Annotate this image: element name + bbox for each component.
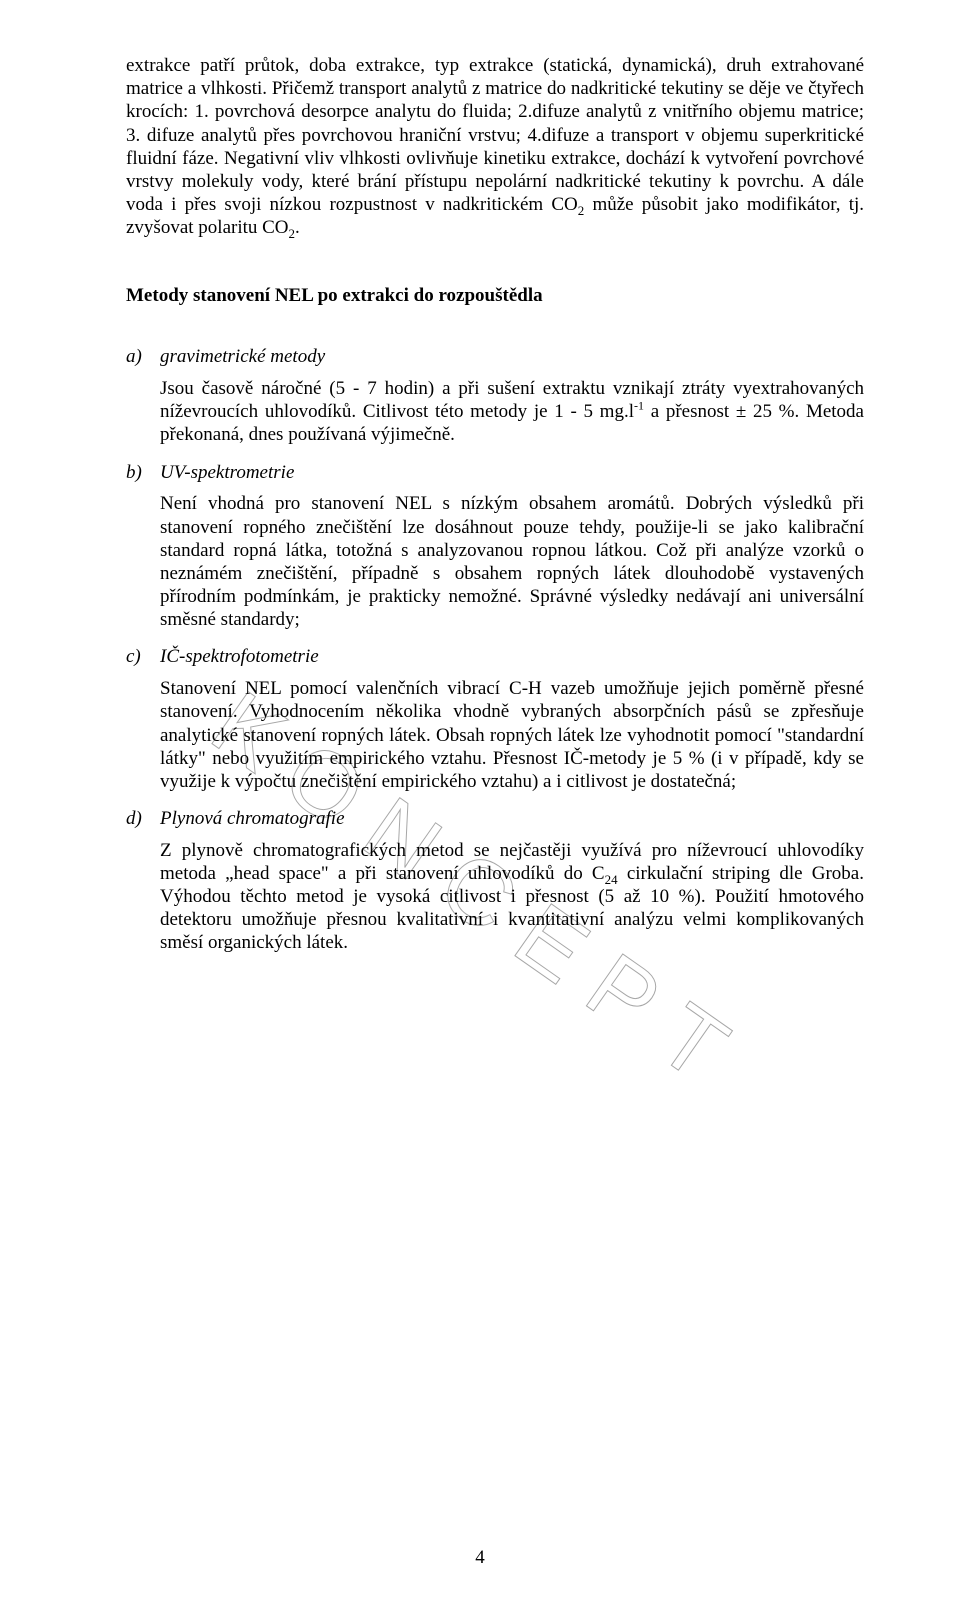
- page-number: 4: [475, 1547, 485, 1569]
- list-item-marker: b): [126, 461, 160, 485]
- list-item-marker: d): [126, 807, 160, 831]
- list-item-marker: c): [126, 645, 160, 669]
- list-item-body: Není vhodná pro stanovení NEL s nízkým o…: [160, 492, 864, 631]
- list-item-title: gravimetrické metody: [160, 345, 325, 369]
- list-item: a)gravimetrické metody Jsou časově náročn…: [126, 345, 864, 446]
- intro-paragraph: extrakce patří průtok, doba extrakce, ty…: [126, 54, 864, 239]
- list-item-marker: a): [126, 345, 160, 369]
- list-item-body: Jsou časově náročné (5 - 7 hodin) a při …: [160, 377, 864, 447]
- list-item: c)IČ-spektrofotometrie Stanovení NEL pomo…: [126, 645, 864, 793]
- list-item-title: UV-spektrometrie: [160, 461, 294, 485]
- list-item-title: IČ-spektrofotometrie: [160, 645, 319, 669]
- list-item-head: c)IČ-spektrofotometrie: [126, 645, 864, 669]
- list-item: b)UV-spektrometrie Není vhodná pro stanov…: [126, 461, 864, 632]
- list-item-body: Z plynově chromatografických metod se ne…: [160, 839, 864, 955]
- list-item-head: d)Plynová chromatografie: [126, 807, 864, 831]
- document-page: extrakce patří průtok, doba extrakce, ty…: [0, 0, 960, 1597]
- section-title: Metody stanovení NEL po extrakci do rozp…: [126, 285, 864, 307]
- list-item: d)Plynová chromatografie Z plynově chroma…: [126, 807, 864, 955]
- method-list: a)gravimetrické metody Jsou časově náročn…: [126, 345, 864, 954]
- list-item-title: Plynová chromatografie: [160, 807, 345, 831]
- list-item-body: Stanovení NEL pomocí valenčních vibrací …: [160, 677, 864, 793]
- list-item-head: a)gravimetrické metody: [126, 345, 864, 369]
- list-item-head: b)UV-spektrometrie: [126, 461, 864, 485]
